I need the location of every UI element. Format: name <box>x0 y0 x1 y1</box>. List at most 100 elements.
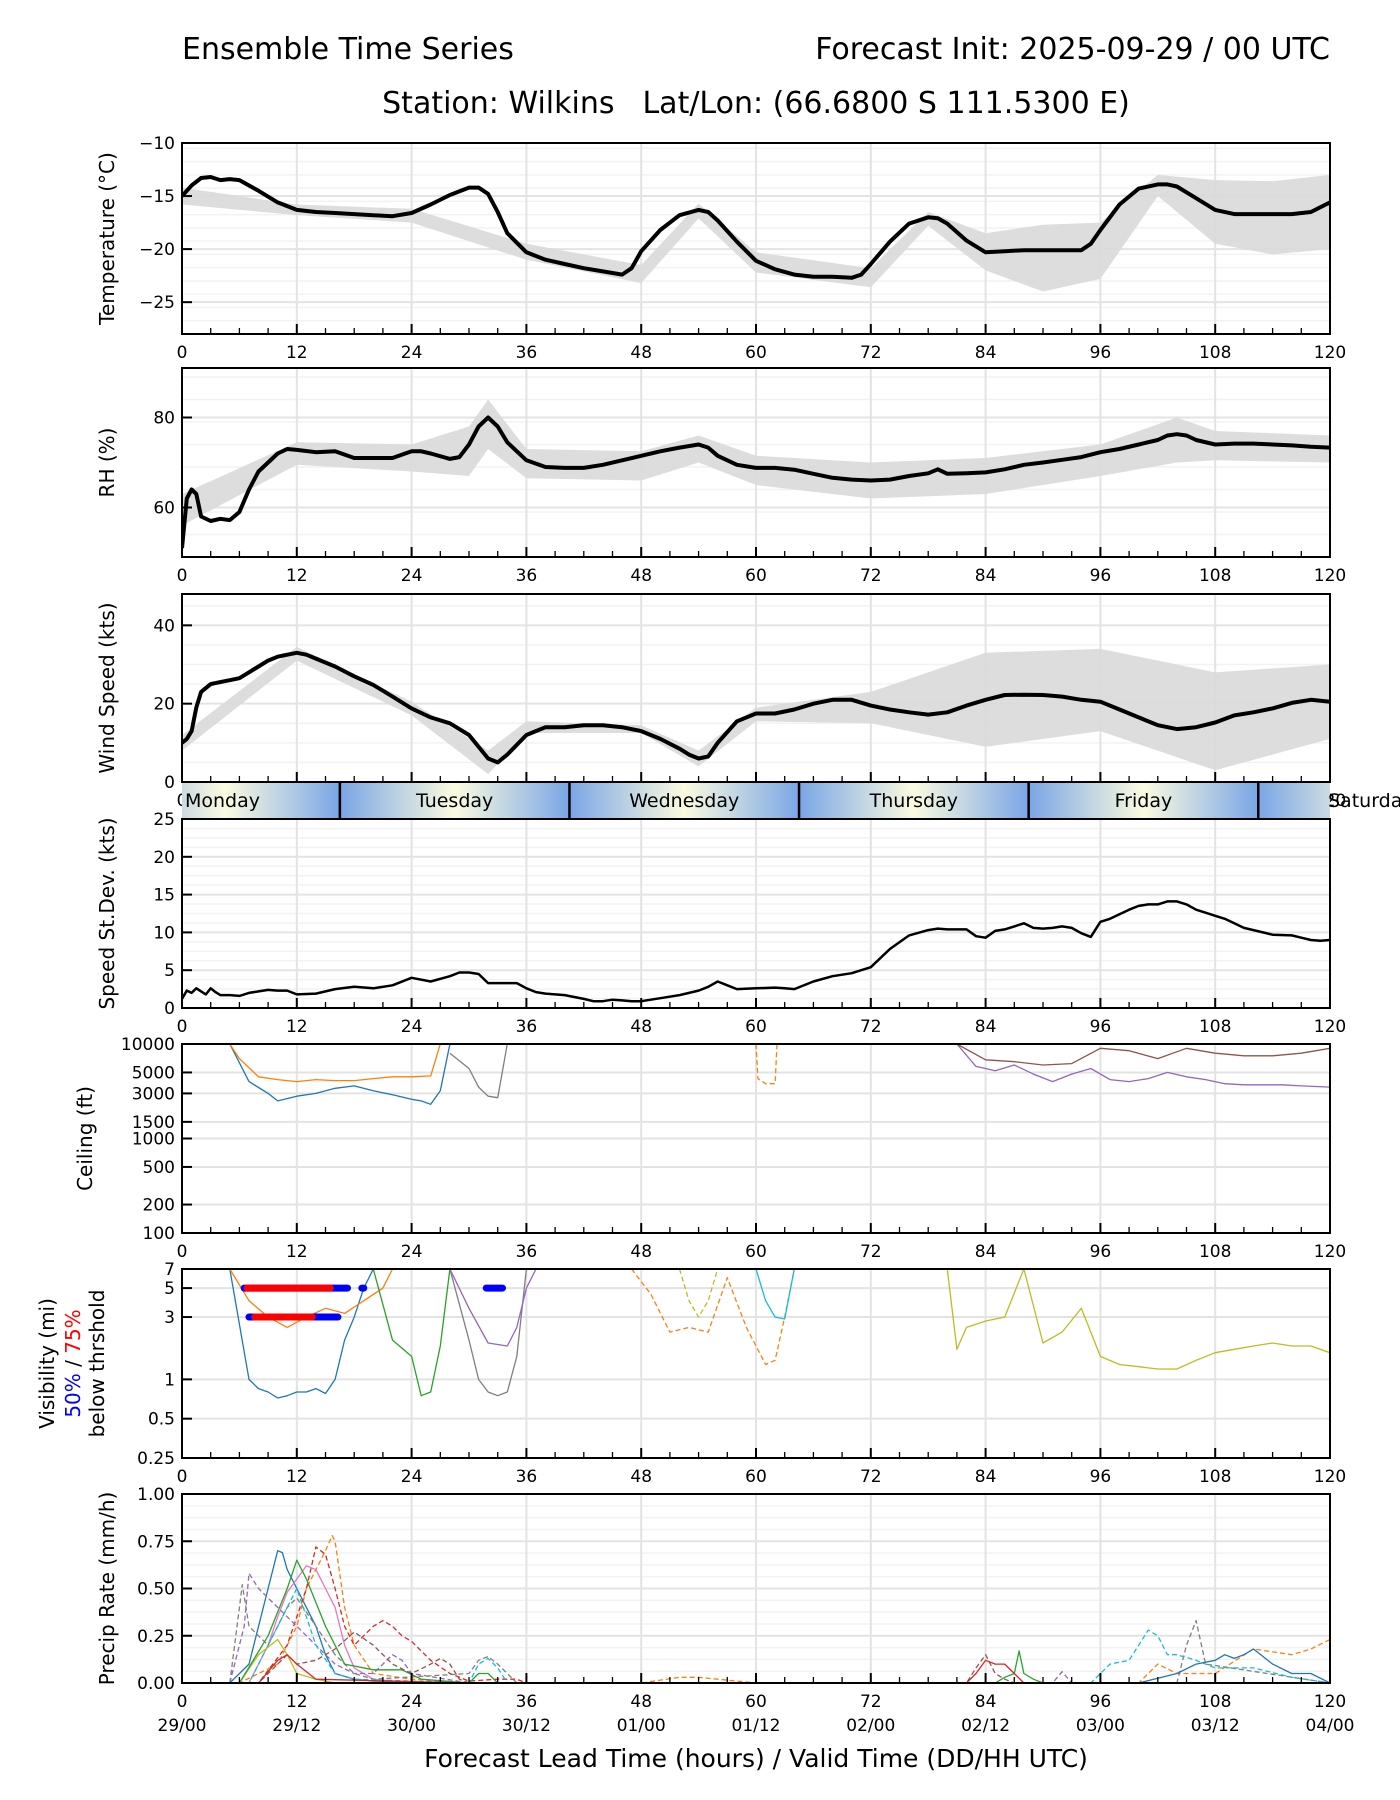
x-tick-label: 84 <box>975 343 997 363</box>
x-tick-label: 36 <box>516 343 538 363</box>
station-line: Station: Wilkins Lat/Lon: (66.6800 S 111.… <box>0 86 1400 121</box>
member-line <box>956 1044 1330 1066</box>
x-tick-label: 12 <box>286 343 308 363</box>
x-tick-label: 120 <box>1314 1017 1346 1037</box>
y-tick-label: 10 <box>153 923 175 943</box>
y-tick-label: 40 <box>153 616 175 636</box>
x-tick-label: 96 <box>1090 1017 1112 1037</box>
x-tick-label: 108 <box>1199 1242 1231 1262</box>
x-tick-label: 96 <box>1090 1242 1112 1262</box>
x-tick-label: 84 <box>975 1692 997 1712</box>
x-tick-label: 72 <box>860 343 882 363</box>
x-tick-label: 48 <box>630 566 652 586</box>
x-tick-label: 36 <box>516 1017 538 1037</box>
x-tick-label: 120 <box>1314 1692 1346 1712</box>
valid-time-label: 03/00 <box>1076 1716 1125 1736</box>
x-tick-label: 108 <box>1199 343 1231 363</box>
valid-time-label: 30/12 <box>502 1716 551 1736</box>
y-tick-label: 200 <box>143 1196 175 1216</box>
series-group <box>182 1534 1330 1683</box>
x-tick-label: 72 <box>860 1017 882 1037</box>
spread-band <box>182 646 1330 775</box>
x-tick-label: 72 <box>860 1692 882 1712</box>
member-line <box>755 1269 795 1320</box>
member-line <box>182 1587 1330 1683</box>
x-tick-label: 60 <box>745 1242 767 1262</box>
day-label: Saturday <box>1328 790 1400 812</box>
day-label: Tuesday <box>415 790 493 812</box>
member-line <box>229 1044 451 1105</box>
x-tick-label: 0 <box>177 343 188 363</box>
y-tick-label: 20 <box>153 848 175 868</box>
member-line <box>755 1044 778 1085</box>
member-line <box>678 1269 719 1318</box>
y-tick-label: 0.00 <box>137 1674 175 1694</box>
valid-time-label: 02/12 <box>961 1716 1010 1736</box>
y-tick-label: 60 <box>153 499 175 519</box>
y-tick-label: −20 <box>139 240 175 260</box>
y-tick-label: 0.25 <box>137 1627 175 1647</box>
y-tick-label: 0.5 <box>148 1410 175 1430</box>
y-tick-label: 80 <box>153 409 175 429</box>
valid-time-label: 29/12 <box>272 1716 321 1736</box>
rh-mean-line <box>182 415 1330 549</box>
y-tick-label: 100 <box>143 1224 175 1244</box>
spread-band <box>182 399 1330 526</box>
legend-75pct: 75% <box>61 1309 85 1353</box>
y-axis-label: Precip Rate (mm/h) <box>95 1492 119 1686</box>
valid-time-label: 29/00 <box>158 1716 207 1736</box>
x-tick-label: 84 <box>975 1467 997 1487</box>
x-tick-label: 0 <box>177 1242 188 1262</box>
panel-wind_speed: 0122436486072849610812002040Wind Speed (… <box>95 593 1346 811</box>
member-line <box>449 1269 537 1347</box>
x-tick-label: 12 <box>286 1692 308 1712</box>
x-tick-label: 48 <box>630 343 652 363</box>
member-line <box>956 1044 1330 1088</box>
member-line <box>182 1572 1330 1683</box>
member-line <box>449 1269 528 1397</box>
y-axis-sublabel-2: below thrshold <box>85 1290 109 1438</box>
y-axis-sublabel: 50% / 75% <box>61 1309 85 1417</box>
series-group <box>182 415 1330 549</box>
x-tick-label: 108 <box>1199 1467 1231 1487</box>
x-tick-label: 60 <box>745 566 767 586</box>
y-tick-label: 500 <box>143 1158 175 1178</box>
x-tick-label: 108 <box>1199 1017 1231 1037</box>
y-tick-label: 7 <box>164 1260 175 1280</box>
y-tick-label: 0.75 <box>137 1532 175 1552</box>
x-tick-label: 24 <box>401 1467 423 1487</box>
x-tick-label: 84 <box>975 566 997 586</box>
series-group <box>229 1269 1330 1399</box>
spread-band <box>182 174 1330 292</box>
x-tick-label: 36 <box>516 1467 538 1487</box>
y-tick-label: −15 <box>139 187 175 207</box>
day-band: Monday Tuesday Wednesday Thursday Friday Satu… <box>182 783 1400 818</box>
y-tick-label: 1000 <box>132 1130 175 1150</box>
day-segment <box>799 783 1029 818</box>
x-tick-label: 108 <box>1199 1692 1231 1712</box>
member-line <box>182 1654 1330 1683</box>
valid-time-label: 01/12 <box>732 1716 781 1736</box>
y-axis-label: Visibility (mi) <box>35 1298 59 1429</box>
member-line <box>229 1269 374 1399</box>
day-segment <box>1028 783 1259 818</box>
x-tick-label: 0 <box>177 1467 188 1487</box>
x-tick-label: 60 <box>745 1467 767 1487</box>
y-tick-label: 5000 <box>132 1063 175 1083</box>
x-tick-label: 60 <box>745 1692 767 1712</box>
x-tick-label: 0 <box>177 1692 188 1712</box>
y-tick-label: −10 <box>139 134 175 154</box>
x-tick-label: 36 <box>516 1692 538 1712</box>
legend-50pct: 50% <box>61 1373 85 1417</box>
panel-visibility: 0 12 24 36 48 60 72 84 96 108 120 0.25 0.5 1 3 57 Visibi… <box>35 1260 1346 1487</box>
valid-time-label: 01/00 <box>617 1716 666 1736</box>
y-tick-label: 3 <box>164 1308 175 1328</box>
y-axis-label: RH (%) <box>95 428 119 498</box>
day-label: Wednesday <box>629 790 739 812</box>
x-tick-label: 120 <box>1314 566 1346 586</box>
x-tick-label: 96 <box>1090 343 1112 363</box>
speed_stdev-mean-line <box>182 900 1330 1003</box>
x-tick-label: 48 <box>630 1017 652 1037</box>
y-axis-label: Speed St.Dev. (kts) <box>95 817 119 1009</box>
